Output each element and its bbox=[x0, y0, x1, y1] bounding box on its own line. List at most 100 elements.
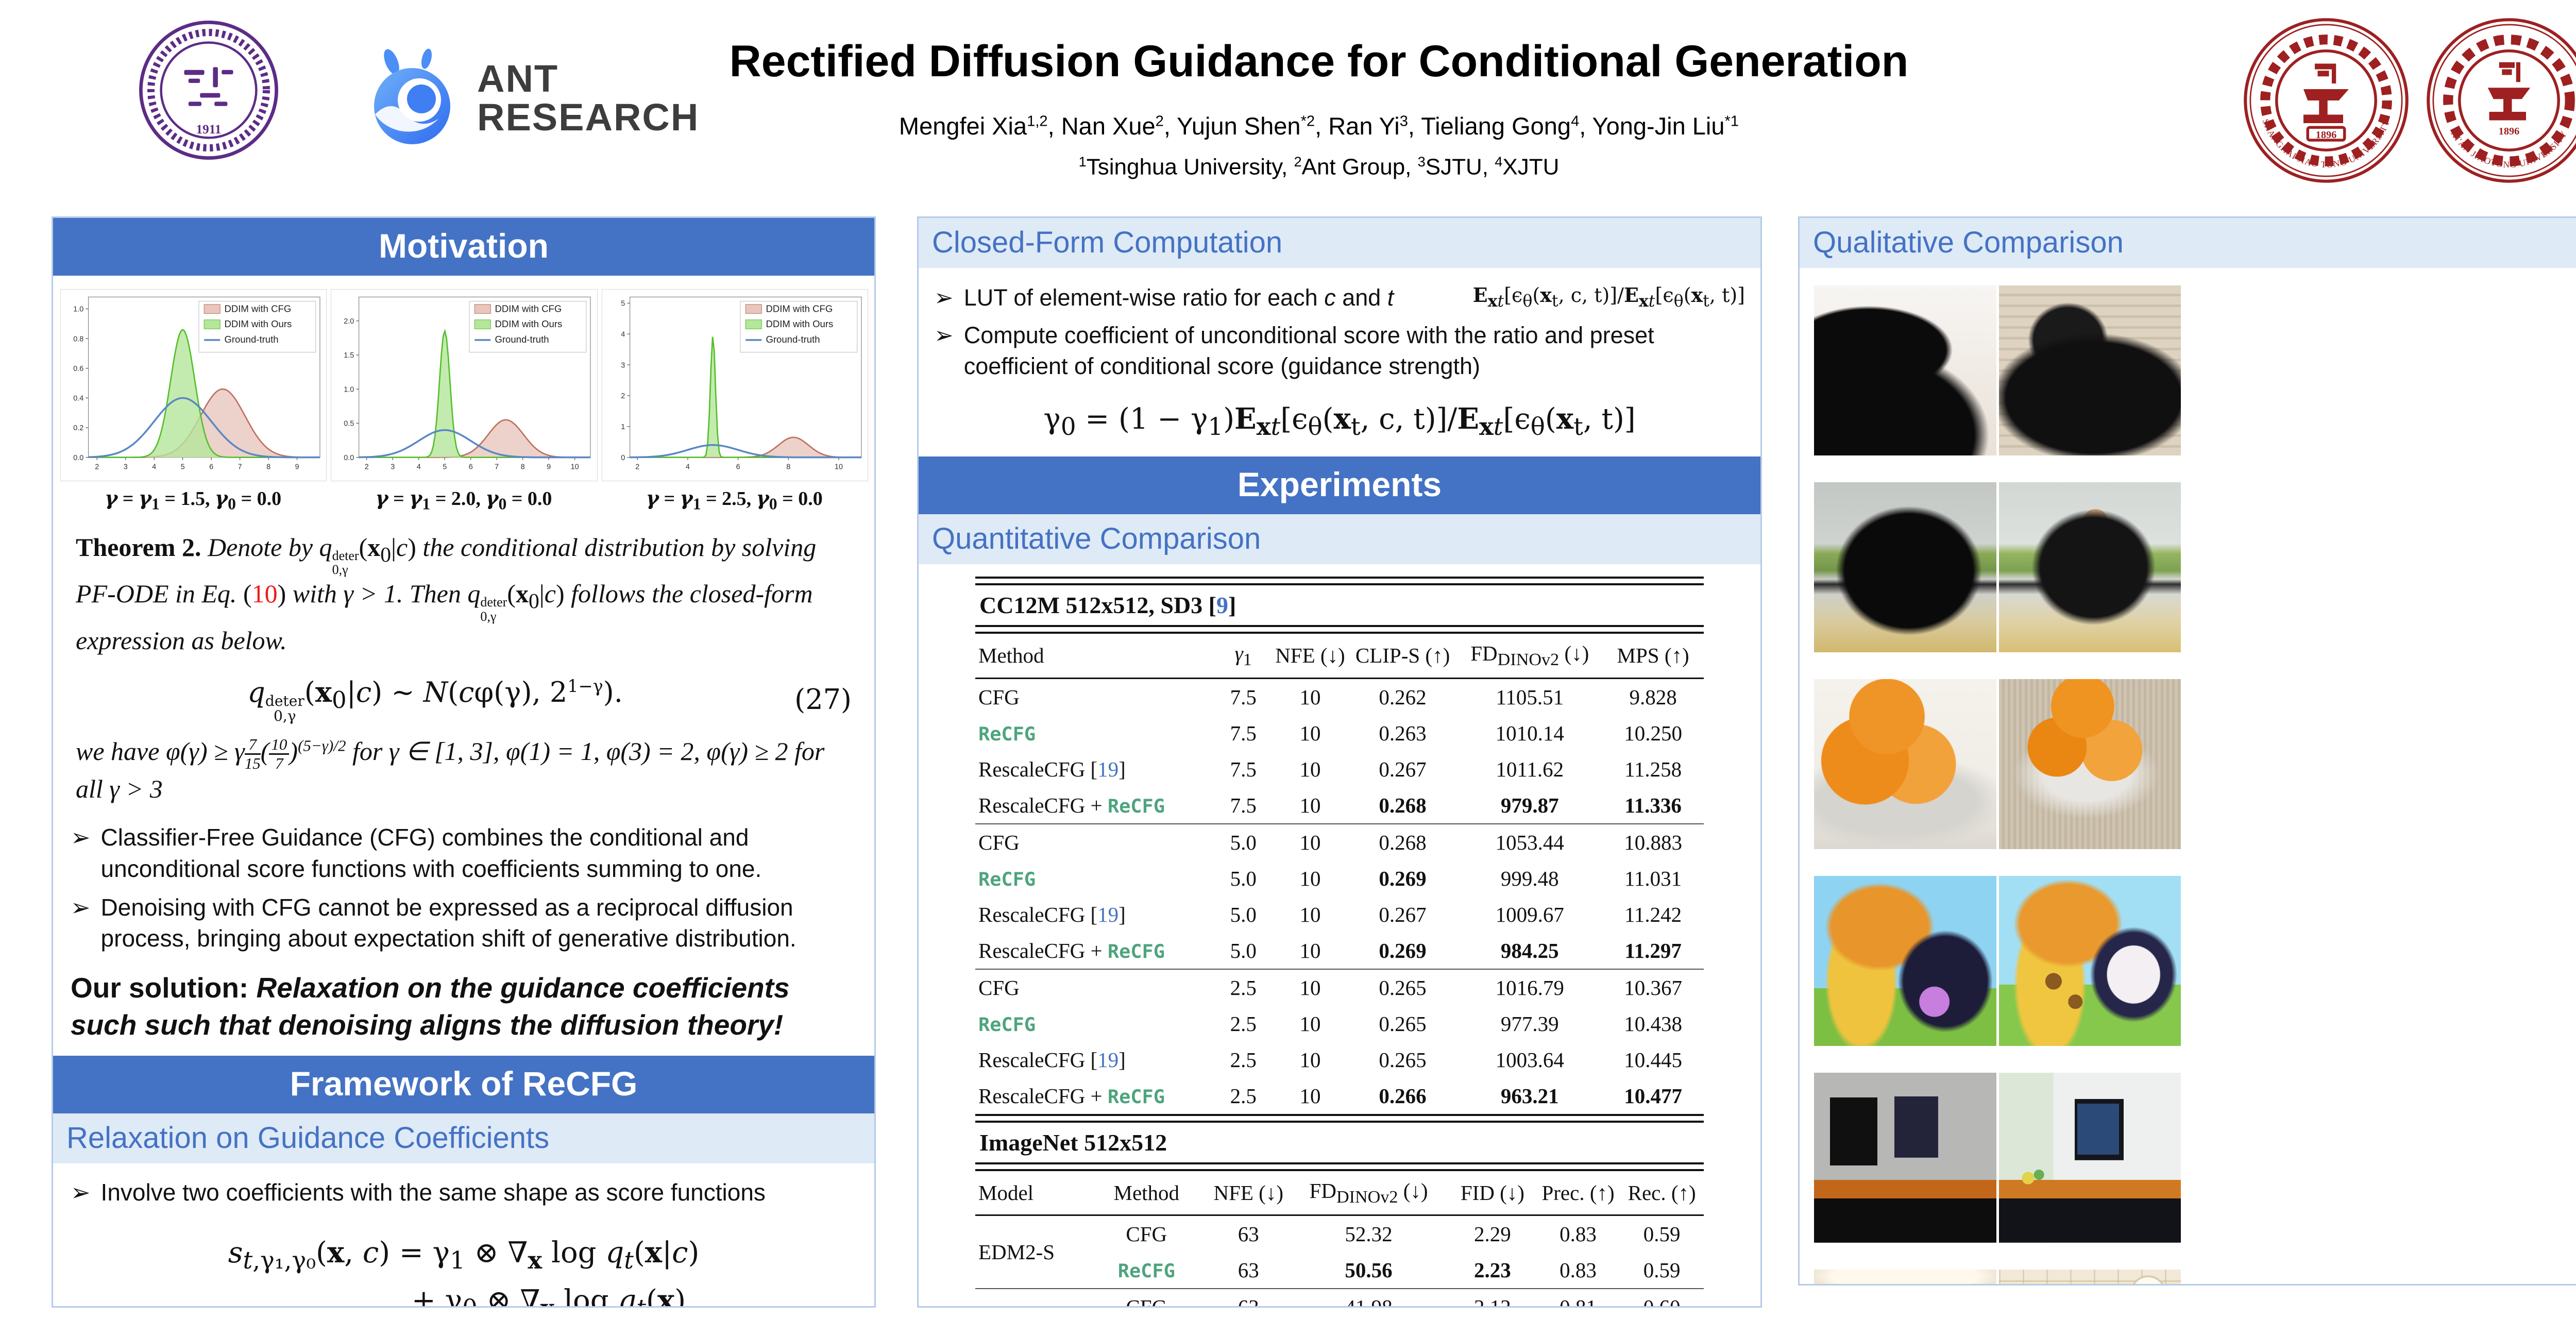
framework-header: Framework of ReCFG bbox=[53, 1056, 874, 1114]
svg-text:9: 9 bbox=[295, 463, 299, 471]
bullet-text: Compute coefficient of unconditional sco… bbox=[963, 322, 1654, 379]
relaxation-bullets: ➢ Involve two coefficients with the same… bbox=[53, 1163, 874, 1208]
bullet-arrow-icon: ➢ bbox=[71, 1178, 91, 1207]
ant-research-logo: ANT RESEARCH bbox=[361, 46, 699, 149]
table2-header: Method bbox=[1084, 1171, 1209, 1216]
svg-text:5: 5 bbox=[443, 463, 447, 471]
experiments-header: Experiments bbox=[919, 456, 1760, 515]
qualitative-image-bathroom-recfg bbox=[1998, 1270, 2181, 1284]
qualitative-grid bbox=[1800, 268, 2576, 1284]
motivation-chart-2: 0.0 0.5 1.0 1.5 2.0 2 3 4 5 6 7 8 9 10 DDIM with CFG DD… bbox=[331, 289, 598, 514]
model-cell: EDM2-S bbox=[978, 1240, 1055, 1264]
chart-caption: γ = γ1 = 2.0, γ0 = 0.0 bbox=[375, 486, 552, 513]
svg-text:DDIM with CFG: DDIM with CFG bbox=[224, 303, 291, 314]
svg-text:6: 6 bbox=[736, 463, 740, 471]
bullet-text: Denoising with CFG cannot be expressed a… bbox=[100, 893, 796, 952]
bullet-text: LUT of element-wise ratio for each c and… bbox=[963, 284, 1394, 311]
our-solution: Our solution: Relaxation on the guidance… bbox=[71, 972, 790, 1041]
svg-text:0.6: 0.6 bbox=[73, 365, 83, 373]
svg-text:8: 8 bbox=[786, 463, 790, 471]
ant-logo-text: ANT RESEARCH bbox=[477, 59, 699, 137]
qualitative-subheader: Qualitative Comparison bbox=[1800, 218, 2576, 268]
svg-text:0.8: 0.8 bbox=[73, 335, 83, 343]
qualitative-image-motorcycle-cfg bbox=[1814, 285, 1996, 455]
sjtu-logo: 1896 SHANGHAI JIAO TONG UNIVERSITY bbox=[2241, 15, 2411, 188]
table1-header: CLIP-S (↑) bbox=[1348, 634, 1458, 679]
table2-caption: ImageNet 512x512 bbox=[979, 1129, 1167, 1156]
model-cell: EDM2-M bbox=[975, 1288, 1085, 1306]
svg-text:0: 0 bbox=[621, 454, 625, 462]
right-column: Qualitative Comparison Visualization of … bbox=[1798, 216, 2576, 1286]
tsinghua-year: 1911 bbox=[196, 123, 222, 137]
authors: Mengfei Xia1,2, Nan Xue2, Yujun Shen*2, … bbox=[899, 112, 1739, 140]
svg-text:DDIM with Ours: DDIM with Ours bbox=[766, 318, 833, 329]
table1-caption: CC12M 512x512, SD3 [9] bbox=[979, 592, 1236, 619]
svg-text:3: 3 bbox=[621, 361, 625, 369]
qualitative-pair-motorcycle bbox=[1814, 285, 2181, 455]
qualitative-pair-desk bbox=[1814, 1073, 2181, 1243]
qualitative-image-desk-cfg bbox=[1814, 1073, 1996, 1243]
page-title: Rectified Diffusion Guidance for Conditi… bbox=[729, 37, 1909, 86]
score-formula-line2: + γ0 ⊗ ∇x log qt(x) bbox=[411, 1283, 686, 1308]
table-row: CFG 2.5 10 0.265 1016.79 10.367 bbox=[975, 968, 1704, 1006]
qualitative-image-man-bench-recfg bbox=[1998, 482, 2181, 652]
score-formula: st,γ₁,γ₀(x, c) = γ1 ⊗ ∇x log qt(x|c) + γ… bbox=[53, 1215, 874, 1308]
left-column: Motivation 0.0 0.2 0.4 0.6 0.8 1.0 2 3 4 5 6 7 8 9 DDI… bbox=[52, 216, 876, 1308]
table-row: CFG 7.5 10 0.262 1105.51 9.828 bbox=[978, 685, 1677, 709]
motivation-chart-1: 0.0 0.2 0.4 0.6 0.8 1.0 2 3 4 5 6 7 8 9 DDIM with CFG D… bbox=[60, 289, 327, 514]
svg-text:8: 8 bbox=[521, 463, 525, 471]
svg-text:4: 4 bbox=[417, 463, 421, 471]
bullet-text: Involve two coefficients with the same s… bbox=[100, 1179, 766, 1206]
middle-column: Closed-Form Computation ➢ LUT of element… bbox=[917, 216, 1762, 1308]
svg-text:9: 9 bbox=[547, 463, 551, 471]
table-row: EDM2-S CFG 63 52.32 2.29 0.83 0.59 bbox=[975, 1215, 1704, 1264]
xjtu-year: 1896 bbox=[2499, 126, 2520, 137]
qualitative-pair-man-bench bbox=[1814, 482, 2181, 652]
xjtu-logo: 1896 XI'AN JIAOTONG UNIVERSITY bbox=[2424, 15, 2576, 188]
affiliations: 1Tsinghua University, 2Ant Group, 3SJTU,… bbox=[1078, 154, 1560, 180]
table2-header: FID (↓) bbox=[1449, 1171, 1536, 1216]
table-row: RescaleCFG + ReCFG 2.5 10 0.266 963.21 10.477 bbox=[978, 1084, 1682, 1108]
svg-text:DDIM with Ours: DDIM with Ours bbox=[495, 318, 563, 329]
equation-27-number: (27) bbox=[794, 683, 852, 716]
table1-header: γ1 bbox=[1214, 634, 1273, 679]
svg-text:1.0: 1.0 bbox=[344, 385, 354, 394]
svg-text:0.2: 0.2 bbox=[73, 424, 83, 432]
table2-header: Model bbox=[975, 1171, 1085, 1216]
sjtu-ring-text: SHANGHAI JIAO TONG UNIVERSITY bbox=[2260, 117, 2391, 170]
svg-text:1.5: 1.5 bbox=[344, 351, 354, 360]
ant-icon bbox=[374, 48, 450, 144]
quantitative-subheader: Quantitative Comparison bbox=[919, 514, 1760, 565]
svg-text:SHANGHAI JIAO TONG UNIVERSITY: SHANGHAI JIAO TONG UNIVERSITY bbox=[2260, 117, 2392, 170]
qualitative-image-oranges-recfg bbox=[1998, 679, 2181, 849]
score-formula-line1: st,γ₁,γ₀(x, c) = γ1 ⊗ ∇x log qt(x|c) bbox=[228, 1235, 700, 1275]
svg-text:6: 6 bbox=[209, 463, 213, 471]
table-row: CFG 5.0 10 0.268 1053.44 10.883 bbox=[975, 823, 1704, 860]
table-row: ReCFG 63 50.56 2.23 0.83 0.59 bbox=[1117, 1258, 1681, 1282]
svg-text:2: 2 bbox=[621, 392, 625, 400]
ant-logo-line1: ANT bbox=[477, 57, 559, 100]
svg-text:1.0: 1.0 bbox=[73, 306, 83, 314]
svg-text:2: 2 bbox=[365, 463, 369, 471]
svg-text:0.0: 0.0 bbox=[344, 454, 354, 462]
table-row: EDM2-MCFG6341.982.120.810.60 bbox=[975, 1288, 1704, 1306]
closed-form-subheader: Closed-Form Computation bbox=[919, 218, 1760, 268]
table-row: RescaleCFG [19] 2.5 10 0.265 1003.64 10.445 bbox=[978, 1047, 1682, 1072]
svg-text:4: 4 bbox=[621, 330, 625, 339]
equation-27: q deter 0,γ (x0|c) ~ N(cφ(γ), 21−γ). (27) bbox=[53, 658, 874, 727]
bullet-arrow-icon: ➢ bbox=[71, 893, 91, 921]
svg-text:2: 2 bbox=[635, 463, 639, 471]
qualitative-image-man-bench-cfg bbox=[1814, 482, 1996, 652]
svg-text:5: 5 bbox=[621, 300, 625, 308]
bullet-lut: ➢ LUT of element-wise ratio for each c a… bbox=[934, 282, 1745, 313]
svg-text:10: 10 bbox=[571, 463, 579, 471]
relaxation-subheader: Relaxation on Guidance Coefficients bbox=[53, 1113, 874, 1164]
svg-text:0.0: 0.0 bbox=[73, 454, 83, 462]
svg-text:DDIM with CFG: DDIM with CFG bbox=[495, 303, 562, 314]
chart-caption: γ = γ1 = 2.5, γ0 = 0.0 bbox=[646, 486, 823, 513]
svg-text:7: 7 bbox=[495, 463, 499, 471]
closed-form-bullets: ➢ LUT of element-wise ratio for each c a… bbox=[919, 268, 1760, 381]
qualitative-image-bathroom-cfg bbox=[1814, 1270, 1996, 1284]
qualitative-image-giraffe-zebra-cfg bbox=[1814, 876, 1996, 1046]
svg-text:8: 8 bbox=[266, 463, 270, 471]
